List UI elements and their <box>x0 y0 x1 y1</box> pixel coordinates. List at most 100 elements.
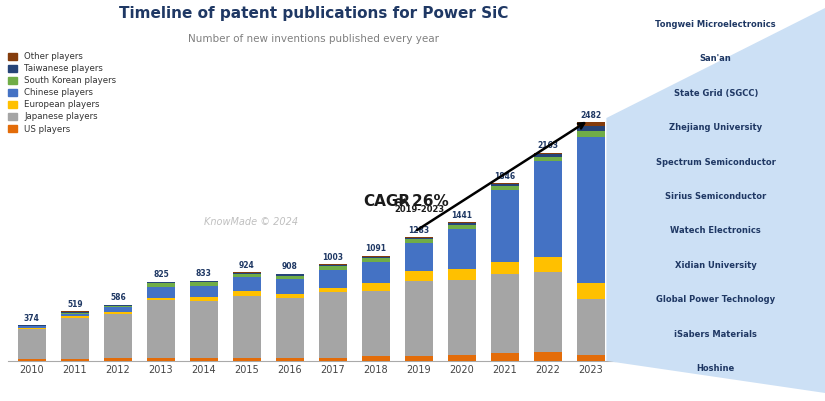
Bar <box>405 239 433 243</box>
Bar <box>276 298 304 358</box>
Bar <box>405 271 433 281</box>
Bar <box>448 223 476 225</box>
Bar <box>577 355 605 361</box>
Bar <box>61 311 89 312</box>
Bar <box>319 266 347 270</box>
Bar <box>491 353 519 361</box>
Bar <box>276 279 304 294</box>
Bar <box>18 328 46 329</box>
Bar <box>405 243 433 271</box>
Bar <box>319 288 347 292</box>
Text: 1003: 1003 <box>323 253 343 262</box>
Bar <box>190 297 218 301</box>
Text: Hoshine: Hoshine <box>696 365 735 373</box>
Bar <box>534 257 562 272</box>
Bar <box>104 306 132 308</box>
Text: 519: 519 <box>67 300 82 308</box>
Bar <box>233 296 261 358</box>
Text: iSabers Materials: iSabers Materials <box>674 330 757 339</box>
Text: Watech Electronics: Watech Electronics <box>670 227 761 235</box>
Text: 825: 825 <box>153 270 169 279</box>
Bar <box>147 300 175 358</box>
Bar <box>405 237 433 238</box>
Bar <box>362 283 390 291</box>
Bar <box>276 276 304 279</box>
Bar <box>233 273 261 274</box>
Bar <box>405 238 433 239</box>
Bar <box>491 262 519 274</box>
Text: Global Power Technology: Global Power Technology <box>656 296 775 304</box>
Text: 586: 586 <box>110 293 125 302</box>
Bar <box>18 326 46 328</box>
Bar <box>534 161 562 257</box>
Bar <box>577 137 605 283</box>
Bar <box>190 358 218 361</box>
Bar <box>362 291 390 356</box>
Bar <box>233 291 261 296</box>
Bar <box>534 352 562 361</box>
Text: Number of new inventions published every year: Number of new inventions published every… <box>188 34 439 44</box>
Text: Xidian University: Xidian University <box>675 261 757 270</box>
Bar <box>362 262 390 283</box>
Legend: Other players, Taiwanese players, South Korean players, Chinese players, Europea: Other players, Taiwanese players, South … <box>8 53 116 134</box>
Bar <box>448 225 476 229</box>
Text: 2482: 2482 <box>581 111 601 119</box>
Bar <box>233 272 261 273</box>
Bar <box>577 122 605 126</box>
Bar <box>577 126 605 132</box>
Bar <box>61 313 89 314</box>
Bar <box>319 292 347 358</box>
Text: 924: 924 <box>239 261 255 269</box>
Text: 374: 374 <box>24 314 40 322</box>
Bar <box>448 355 476 361</box>
Bar <box>534 157 562 161</box>
Bar <box>319 358 347 361</box>
Bar <box>190 281 218 282</box>
Bar <box>104 358 132 361</box>
Bar <box>491 274 519 353</box>
Bar <box>276 274 304 276</box>
Bar <box>233 358 261 361</box>
Bar <box>362 258 390 262</box>
Text: State Grid (SGCC): State Grid (SGCC) <box>673 89 758 97</box>
Bar <box>61 312 89 313</box>
Text: Timeline of patent publications for Power SiC: Timeline of patent publications for Powe… <box>119 6 508 21</box>
Bar <box>276 358 304 361</box>
Text: 2019-2023: 2019-2023 <box>394 205 444 214</box>
Bar <box>147 358 175 361</box>
Bar <box>147 284 175 287</box>
Bar <box>448 222 476 223</box>
Text: 833: 833 <box>196 269 212 278</box>
Bar <box>276 294 304 298</box>
Bar <box>405 356 433 361</box>
Text: 1283: 1283 <box>408 226 430 235</box>
Bar <box>190 301 218 358</box>
Bar <box>61 318 89 359</box>
Bar <box>104 308 132 312</box>
Bar <box>104 305 132 306</box>
Polygon shape <box>606 8 825 393</box>
Text: 1441: 1441 <box>451 211 473 220</box>
Bar <box>577 132 605 137</box>
Bar <box>491 183 519 184</box>
Bar <box>61 359 89 361</box>
Bar <box>448 229 476 269</box>
Bar <box>18 329 46 359</box>
Bar <box>233 277 261 291</box>
Bar <box>233 274 261 277</box>
Bar <box>577 299 605 355</box>
Bar <box>147 282 175 284</box>
Text: 1846: 1846 <box>494 172 516 181</box>
Text: Spectrum Semiconductor: Spectrum Semiconductor <box>656 158 775 166</box>
Bar <box>362 356 390 361</box>
Bar <box>534 272 562 352</box>
Bar <box>104 312 132 314</box>
Bar <box>362 256 390 257</box>
Text: Tongwei Microelectronics: Tongwei Microelectronics <box>655 20 776 28</box>
Bar <box>319 265 347 266</box>
Bar <box>147 287 175 298</box>
Bar <box>534 154 562 157</box>
Bar <box>18 359 46 361</box>
Bar <box>61 314 89 316</box>
Bar <box>577 283 605 299</box>
